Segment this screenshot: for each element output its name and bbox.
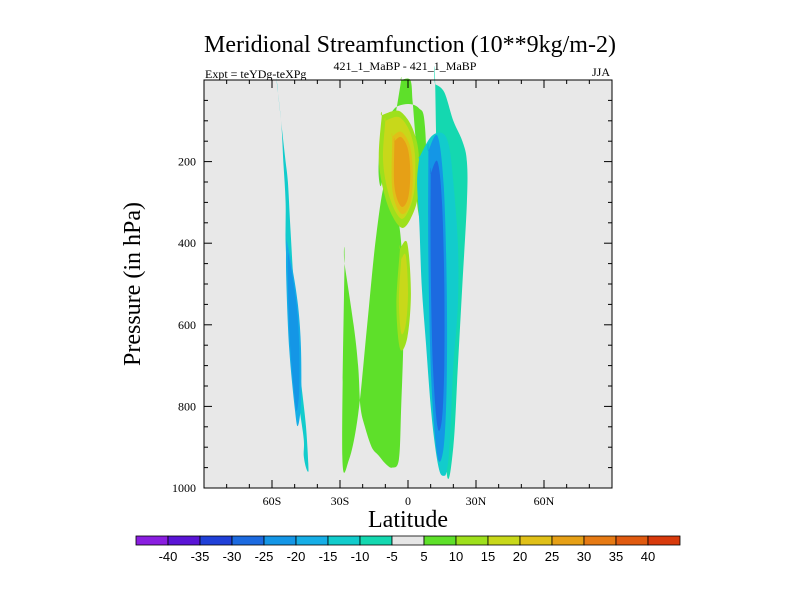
colorbar-label: -10 — [351, 549, 370, 564]
colorbar-swatch — [295, 535, 329, 546]
contour-region-tropical-positive-lower — [342, 180, 404, 473]
colorbar-label: -20 — [287, 549, 306, 564]
colorbar-swatch — [327, 535, 361, 546]
colorbar-label: 25 — [545, 549, 559, 564]
x-axis-label: Latitude — [368, 507, 448, 533]
colorbar-label: 10 — [449, 549, 463, 564]
colorbar-swatch — [199, 535, 233, 546]
colorbar-swatch — [135, 535, 169, 546]
colorbar-swatch — [647, 535, 681, 546]
contour-regions — [275, 65, 468, 479]
colorbar-label: 15 — [481, 549, 495, 564]
colorbar-swatch — [263, 535, 297, 546]
colorbar-swatch — [455, 535, 489, 546]
colorbar-label: -40 — [159, 549, 178, 564]
colorbar-label: 30 — [577, 549, 591, 564]
y-tick-label: 800 — [178, 399, 196, 413]
x-tick-label: 60S — [263, 494, 282, 508]
plot-area: 60S 30S 0 30N 60N 200 400 600 800 1000 — [172, 65, 613, 508]
contour-region-sh-negative-core — [287, 247, 300, 411]
colorbar-label: 20 — [513, 549, 527, 564]
colorbar-swatch — [551, 535, 585, 546]
colorbar-label: 35 — [609, 549, 623, 564]
colorbar-swatch — [519, 535, 553, 546]
left-subtitle: Expt = teYDg-teXPg — [205, 67, 306, 81]
y-tick-label: 200 — [178, 155, 196, 169]
contour-region-lower-positive-15 — [398, 253, 408, 335]
x-tick-label: 60N — [534, 494, 555, 508]
colorbar-swatch — [231, 535, 265, 546]
colorbar-label: -15 — [319, 549, 338, 564]
colorbar-label: -25 — [255, 549, 274, 564]
colorbar-swatch — [391, 535, 425, 546]
y-axis-label: Pressure (in hPa) — [120, 202, 146, 366]
colorbar-label: -30 — [223, 549, 242, 564]
y-tick-label: 600 — [178, 318, 196, 332]
right-subtitle: JJA — [592, 65, 610, 79]
colorbar-swatch — [167, 535, 201, 546]
y-tick-label: 1000 — [172, 481, 196, 495]
chart-title: Meridional Streamfunction (10**9kg/m-2) — [204, 32, 616, 58]
center-subtitle: 421_1_MaBP - 421_1_MaBP — [334, 59, 477, 73]
x-tick-label: 30S — [331, 494, 350, 508]
axis-ticks: 60S 30S 0 30N 60N 200 400 600 800 1000 — [172, 80, 612, 508]
colorbar-swatch — [423, 535, 457, 546]
colorbar-swatch — [583, 535, 617, 546]
y-tick-label: 400 — [178, 236, 196, 250]
x-tick-label: 0 — [405, 494, 411, 508]
colorbar-label: 5 — [420, 549, 427, 564]
colorbar-swatch — [615, 535, 649, 546]
contour-region-upper-positive-column — [378, 76, 427, 223]
colorbar: -40 -35 -30 -25 -20 -15 -10 -5 5 10 15 20 25 30 35 40 — [135, 535, 681, 564]
colorbar-swatch — [487, 535, 521, 546]
contour-region-upper-positive-25 — [393, 136, 411, 207]
colorbar-label: -5 — [386, 549, 398, 564]
colorbar-swatch — [359, 535, 393, 546]
colorbar-label: 40 — [641, 549, 655, 564]
contour-region-nh-negative-core — [430, 160, 445, 431]
x-tick-label: 30N — [466, 494, 487, 508]
colorbar-label: -35 — [191, 549, 210, 564]
